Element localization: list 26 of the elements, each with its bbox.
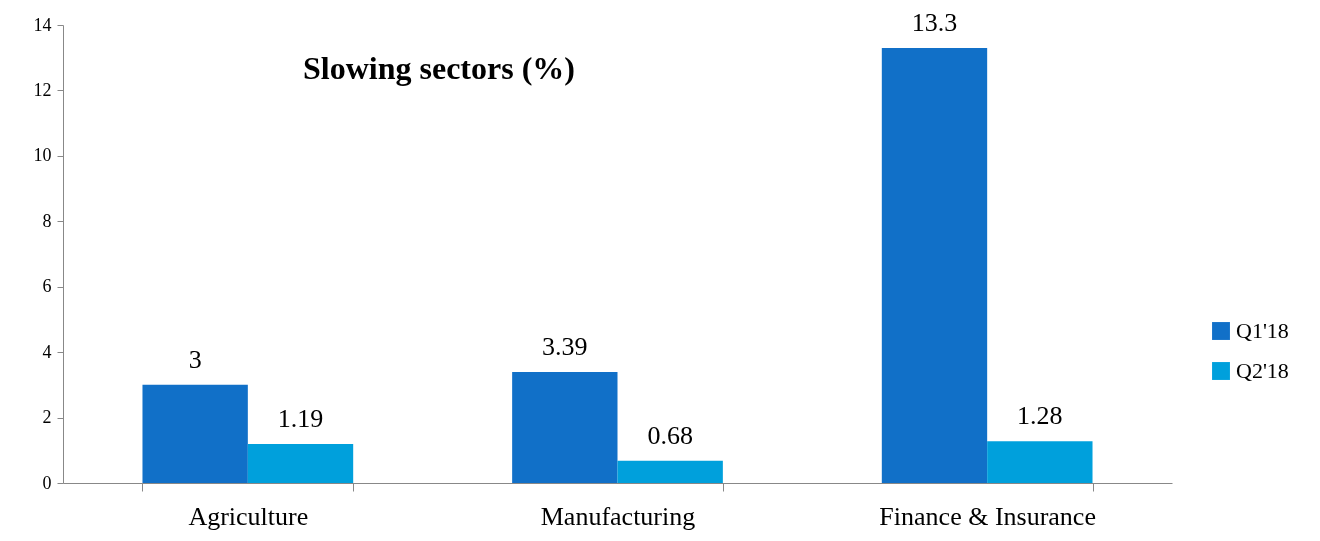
bar [142,384,248,483]
y-tick-label: 0 [42,472,52,493]
y-tick-label: 2 [42,407,52,428]
x-tick-label: Manufacturing [540,501,696,531]
data-label: 3.39 [542,332,588,362]
data-label: 1.19 [277,404,324,434]
bar [247,444,354,483]
y-tick-label: 6 [42,276,52,297]
legend-label: Q1'18 [1236,318,1289,343]
legend-label: Q2'18 [1236,358,1289,383]
data-label: 0.68 [647,420,693,450]
bar [881,47,988,483]
data-label: 3 [188,344,202,374]
y-tick-label: 4 [42,341,52,362]
y-tick-label: 8 [42,210,52,231]
y-tick-label: 12 [33,79,52,100]
text: Slowing sectors (%) [303,49,575,86]
bar [512,372,618,483]
data-label: 1.28 [1017,401,1063,431]
y-tick-label: 14 [33,14,52,35]
data-label: 13.3 [911,7,958,37]
y-tick-label: 10 [33,145,52,166]
x-tick-label: Agriculture [188,501,309,531]
x-tick-label: Finance & Insurance [879,501,1096,531]
bar [987,441,1093,483]
bar [617,460,723,483]
